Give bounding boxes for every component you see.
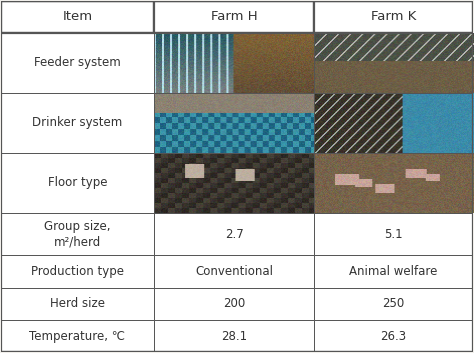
Bar xyxy=(155,320,314,352)
Bar xyxy=(155,1,314,33)
Bar xyxy=(0,93,155,153)
Text: Group size,
m²/herd: Group size, m²/herd xyxy=(44,220,111,248)
Bar xyxy=(155,255,314,288)
Bar xyxy=(314,153,474,213)
Bar xyxy=(0,153,155,213)
Bar xyxy=(314,288,474,320)
Bar xyxy=(314,1,474,33)
Text: Feeder system: Feeder system xyxy=(34,56,121,70)
Text: 26.3: 26.3 xyxy=(381,330,407,343)
Bar xyxy=(314,33,474,93)
Bar xyxy=(155,288,314,320)
Bar xyxy=(0,255,155,288)
Bar xyxy=(155,33,314,93)
Bar xyxy=(314,213,474,255)
Text: 250: 250 xyxy=(383,297,405,310)
Text: Farm H: Farm H xyxy=(211,10,257,23)
Text: Production type: Production type xyxy=(31,265,124,278)
Bar xyxy=(155,93,314,153)
Bar xyxy=(0,213,155,255)
Text: Temperature, ℃: Temperature, ℃ xyxy=(29,330,126,343)
Bar xyxy=(314,255,474,288)
Text: 28.1: 28.1 xyxy=(221,330,247,343)
Text: 5.1: 5.1 xyxy=(384,228,403,240)
Text: 2.7: 2.7 xyxy=(225,228,244,240)
Bar xyxy=(0,320,155,352)
Bar xyxy=(0,33,155,93)
Text: Item: Item xyxy=(63,10,92,23)
Text: Drinker system: Drinker system xyxy=(32,116,123,130)
Bar xyxy=(155,153,314,213)
Text: Animal welfare: Animal welfare xyxy=(349,265,438,278)
Bar xyxy=(0,1,155,33)
Text: Herd size: Herd size xyxy=(50,297,105,310)
Text: Floor type: Floor type xyxy=(48,176,107,189)
Bar xyxy=(314,93,474,153)
Text: 200: 200 xyxy=(223,297,245,310)
Bar xyxy=(314,320,474,352)
Text: Farm K: Farm K xyxy=(371,10,416,23)
Bar xyxy=(155,213,314,255)
Bar xyxy=(0,288,155,320)
Text: Conventional: Conventional xyxy=(195,265,273,278)
